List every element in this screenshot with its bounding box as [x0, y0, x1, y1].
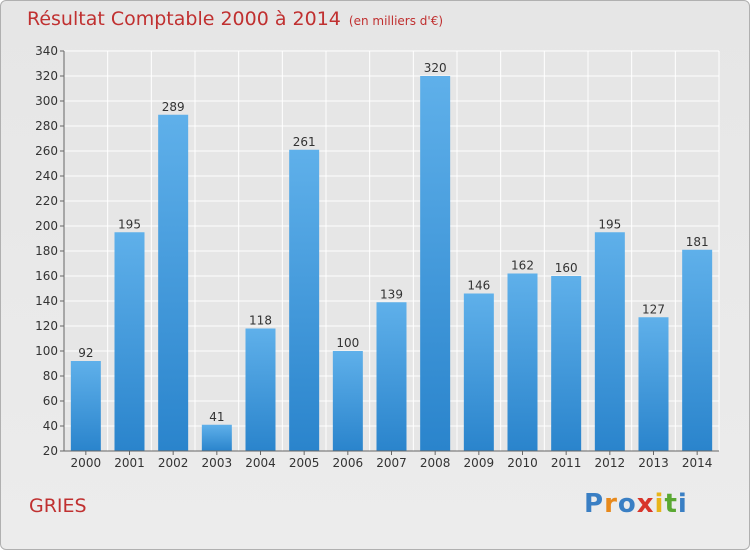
y-tick-label: 20 — [43, 444, 58, 458]
x-tick-label: 2004 — [245, 456, 276, 470]
bar-2013[interactable] — [638, 317, 669, 451]
bar-2011[interactable] — [551, 276, 582, 451]
bar-2005[interactable] — [289, 149, 320, 451]
x-tick-label: 2007 — [376, 456, 407, 470]
value-label: 41 — [209, 410, 224, 424]
logo-letter: o — [617, 489, 637, 519]
y-tick-label: 60 — [43, 394, 58, 408]
proxiti-logo[interactable]: Proxiti — [584, 489, 688, 519]
bar-2002[interactable] — [158, 114, 189, 451]
bar-2004[interactable] — [245, 328, 276, 452]
bar-2014[interactable] — [682, 249, 713, 451]
logo-letter: r — [604, 489, 618, 519]
y-tick-label: 40 — [43, 419, 58, 433]
x-tick-label: 2001 — [114, 456, 145, 470]
y-tick-label: 340 — [35, 44, 58, 58]
y-tick-label: 140 — [35, 294, 58, 308]
place-name: GRIES — [29, 495, 87, 517]
x-tick-label: 2012 — [595, 456, 626, 470]
y-tick-label: 220 — [35, 194, 58, 208]
value-label: 195 — [118, 217, 141, 231]
value-label: 118 — [249, 314, 272, 328]
logo-letter: i — [677, 489, 688, 519]
y-tick-label: 260 — [35, 144, 58, 158]
x-tick-label: 2006 — [333, 456, 364, 470]
bar-2000[interactable] — [70, 361, 101, 451]
y-tick-label: 200 — [35, 219, 58, 233]
bar-2007[interactable] — [376, 302, 407, 451]
y-tick-label: 240 — [35, 169, 58, 183]
value-label: 195 — [598, 217, 621, 231]
value-label: 139 — [380, 287, 403, 301]
y-tick-label: 120 — [35, 319, 58, 333]
value-label: 100 — [336, 336, 359, 350]
value-label: 160 — [555, 261, 578, 275]
x-tick-label: 2000 — [71, 456, 102, 470]
bar-2001[interactable] — [114, 232, 145, 451]
value-label: 146 — [467, 279, 490, 293]
logo-letter: x — [636, 489, 655, 519]
bar-2010[interactable] — [507, 273, 538, 452]
x-tick-label: 2014 — [682, 456, 713, 470]
chart-title-text: Résultat Comptable 2000 à 2014 — [27, 8, 341, 30]
value-label: 181 — [686, 235, 709, 249]
value-label: 92 — [78, 346, 93, 360]
x-tick-label: 2010 — [507, 456, 538, 470]
bar-2008[interactable] — [420, 76, 451, 451]
x-tick-label: 2003 — [202, 456, 233, 470]
y-tick-label: 180 — [35, 244, 58, 258]
x-tick-label: 2002 — [158, 456, 189, 470]
chart-title: Résultat Comptable 2000 à 2014 (en millie… — [27, 8, 443, 30]
value-label: 261 — [293, 135, 316, 149]
logo-letter: i — [654, 489, 665, 519]
x-tick-label: 2009 — [464, 456, 495, 470]
x-tick-label: 2011 — [551, 456, 582, 470]
bar-2009[interactable] — [463, 293, 494, 452]
y-tick-label: 100 — [35, 344, 58, 358]
bar-2012[interactable] — [594, 232, 625, 451]
value-label: 127 — [642, 302, 665, 316]
value-label: 162 — [511, 259, 534, 273]
chart-unit: (en milliers d'€) — [348, 14, 444, 28]
logo-letter: P — [584, 489, 605, 519]
x-tick-label: 2008 — [420, 456, 451, 470]
y-tick-label: 320 — [35, 69, 58, 83]
y-tick-label: 300 — [35, 94, 58, 108]
y-tick-label: 280 — [35, 119, 58, 133]
y-tick-label: 80 — [43, 369, 58, 383]
y-tick-label: 160 — [35, 269, 58, 283]
value-label: 289 — [162, 100, 185, 114]
bar-2006[interactable] — [332, 351, 363, 451]
x-tick-label: 2013 — [638, 456, 669, 470]
value-label: 320 — [424, 61, 447, 75]
x-tick-label: 2005 — [289, 456, 320, 470]
logo-letter: t — [664, 489, 678, 519]
bar-2003[interactable] — [201, 424, 232, 451]
